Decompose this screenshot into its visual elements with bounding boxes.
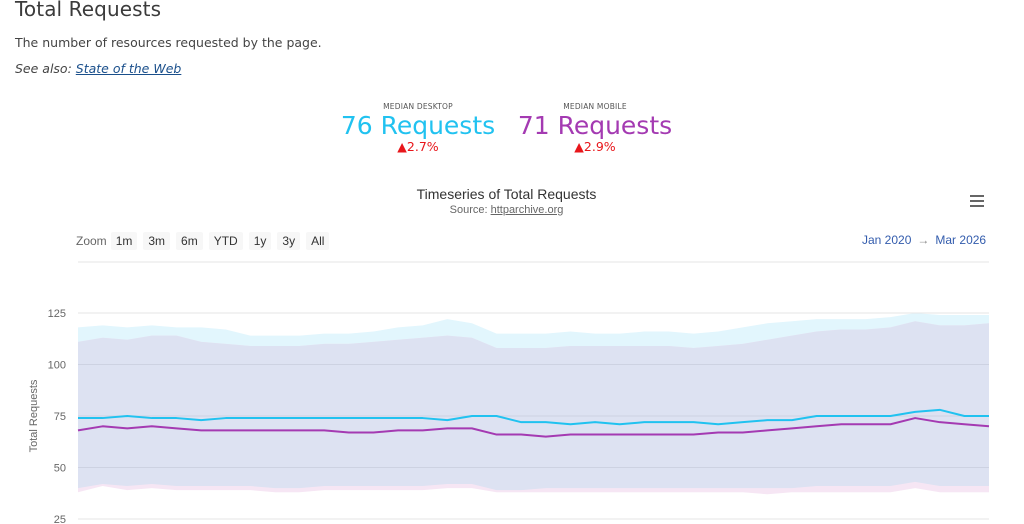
date-range: Jan 2020 → Mar 2026 <box>862 233 986 247</box>
median-desktop: MEDIAN DESKTOP 76 Requests ▲2.7% <box>338 102 498 154</box>
triangle-up-icon: ▲ <box>574 139 584 154</box>
median-mobile-label: MEDIAN MOBILE <box>563 102 627 111</box>
overlap-band <box>78 321 989 491</box>
desktop-median-line[interactable] <box>78 408 989 426</box>
state-of-the-web-link[interactable]: State of the Web <box>75 61 182 76</box>
arrow-right-icon: → <box>917 233 930 247</box>
hamburger-menu-icon[interactable] <box>970 195 984 207</box>
median-desktop-label: MEDIAN DESKTOP <box>383 102 453 111</box>
median-mobile-change: ▲2.9% <box>574 139 616 154</box>
zoom-1y-button[interactable]: 1y <box>248 232 272 250</box>
median-desktop-value: 76 Requests <box>340 111 496 140</box>
range-to[interactable]: Mar 2026 <box>935 233 987 247</box>
triangle-up-icon: ▲ <box>397 139 407 154</box>
mobile-median-line[interactable] <box>77 417 990 438</box>
median-mobile: MEDIAN MOBILE 71 Requests ▲2.9% <box>515 102 675 154</box>
httparchive-link[interactable]: httparchive.org <box>490 204 564 216</box>
zoom-ytd-button[interactable]: YTD <box>208 232 243 250</box>
see-also: See also: State of the Web <box>15 61 181 76</box>
chart-subtitle: Source: httparchive.org <box>449 204 564 216</box>
zoom-3m-button[interactable]: 3m <box>143 232 171 250</box>
chart-title: Timeseries of Total Requests <box>416 186 597 202</box>
page-description: The number of resources requested by the… <box>15 35 322 50</box>
y-tick-label: 100 <box>48 360 66 372</box>
y-axis-ticks: 125 100 75 50 25 <box>48 308 66 524</box>
zoom-label: Zoom <box>76 234 107 248</box>
zoom-bar: Zoom 1m 3m 6m YTD 1y 3y All <box>76 232 335 250</box>
zoom-6m-button[interactable]: 6m <box>176 232 203 250</box>
zoom-3y-button[interactable]: 3y <box>277 232 301 250</box>
y-axis-label: Total Requests <box>28 379 40 452</box>
y-tick-label: 125 <box>48 308 66 320</box>
median-lines <box>77 408 990 438</box>
y-tick-label: 50 <box>54 463 66 475</box>
median-mobile-value: 71 Requests <box>517 111 673 140</box>
y-gridlines <box>78 312 989 520</box>
page-title: Total Requests <box>15 0 162 21</box>
zoom-1m-button[interactable]: 1m <box>110 232 138 250</box>
y-tick-label: 75 <box>54 411 66 423</box>
median-desktop-change: ▲2.7% <box>397 139 439 154</box>
y-tick-label: 25 <box>54 514 66 524</box>
see-also-prefix: See also: <box>15 61 76 76</box>
range-from[interactable]: Jan 2020 <box>862 233 912 247</box>
zoom-all-button[interactable]: All <box>306 232 330 250</box>
